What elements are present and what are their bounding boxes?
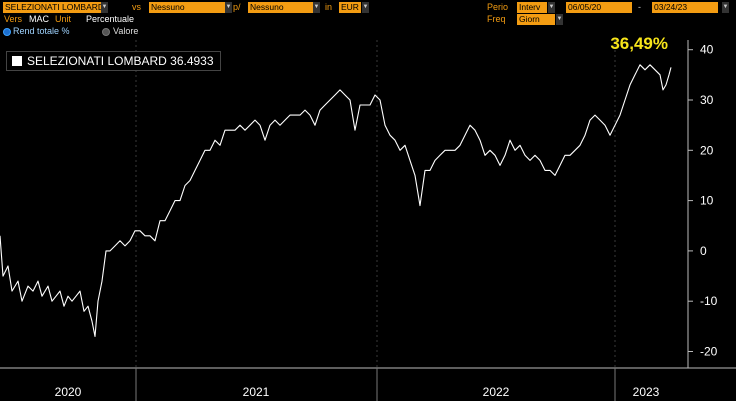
rend-totale-label[interactable]: Rend totale % bbox=[13, 26, 70, 36]
security-field[interactable]: SELEZIONATI LOMBARD bbox=[3, 2, 101, 13]
y-tick-label: -10 bbox=[700, 294, 718, 308]
vs-dropdown-icon[interactable]: ▼ bbox=[225, 2, 232, 13]
rend-totale-radio[interactable] bbox=[3, 28, 11, 36]
freq-dropdown-icon[interactable]: ▼ bbox=[556, 14, 563, 25]
x-tick-label: 2023 bbox=[633, 385, 660, 399]
x-tick-label: 2022 bbox=[483, 385, 510, 399]
series-line bbox=[0, 64, 672, 337]
period-dropdown-icon[interactable]: ▼ bbox=[548, 2, 555, 13]
per-dropdown-icon[interactable]: ▼ bbox=[313, 2, 320, 13]
vers-value[interactable]: MAC bbox=[29, 14, 49, 24]
vs-label: vs bbox=[132, 2, 141, 12]
y-tick-label: 10 bbox=[700, 194, 714, 208]
legend-swatch bbox=[12, 56, 22, 66]
x-tick-label: 2020 bbox=[55, 385, 82, 399]
date-to-field[interactable]: 03/24/23 bbox=[652, 2, 718, 13]
chart-legend: SELEZIONATI LOMBARD 36.4933 bbox=[6, 51, 221, 71]
in-label: in bbox=[325, 2, 333, 12]
y-tick-label: 20 bbox=[700, 143, 714, 157]
vs-field[interactable]: Nessuno bbox=[149, 2, 225, 13]
currency-field[interactable]: EUR bbox=[339, 2, 361, 13]
toolbar: SELEZIONATI LOMBARD ▼ vs Nessuno ▼ p/ Ne… bbox=[0, 0, 736, 26]
valore-radio[interactable] bbox=[102, 28, 110, 36]
y-tick-label: 0 bbox=[700, 244, 707, 258]
last-value-label: 36,49% bbox=[610, 34, 668, 53]
y-tick-label: -20 bbox=[700, 345, 718, 359]
currency-dropdown-icon[interactable]: ▼ bbox=[362, 2, 369, 13]
per-label: p/ bbox=[233, 2, 241, 12]
y-tick-label: 40 bbox=[700, 43, 714, 57]
y-tick-label: 30 bbox=[700, 93, 714, 107]
date-separator: - bbox=[638, 2, 641, 12]
x-tick-label: 2021 bbox=[243, 385, 270, 399]
period-label: Perio bbox=[487, 2, 509, 12]
vers-label: Vers bbox=[4, 14, 23, 24]
date-from-field[interactable]: 06/05/20 bbox=[566, 2, 632, 13]
period-field[interactable]: Interv bbox=[517, 2, 547, 13]
freq-field[interactable]: Giorn bbox=[517, 14, 555, 25]
unit-label: Unit bbox=[55, 14, 72, 24]
security-dropdown-icon[interactable]: ▼ bbox=[101, 2, 108, 13]
valore-label[interactable]: Valore bbox=[113, 26, 139, 36]
unit-value[interactable]: Percentuale bbox=[86, 14, 135, 24]
freq-label: Freq bbox=[487, 14, 506, 24]
calendar-icon[interactable]: ▼ bbox=[722, 2, 729, 13]
per-field[interactable]: Nessuno bbox=[248, 2, 313, 13]
legend-text: SELEZIONATI LOMBARD 36.4933 bbox=[27, 54, 214, 68]
